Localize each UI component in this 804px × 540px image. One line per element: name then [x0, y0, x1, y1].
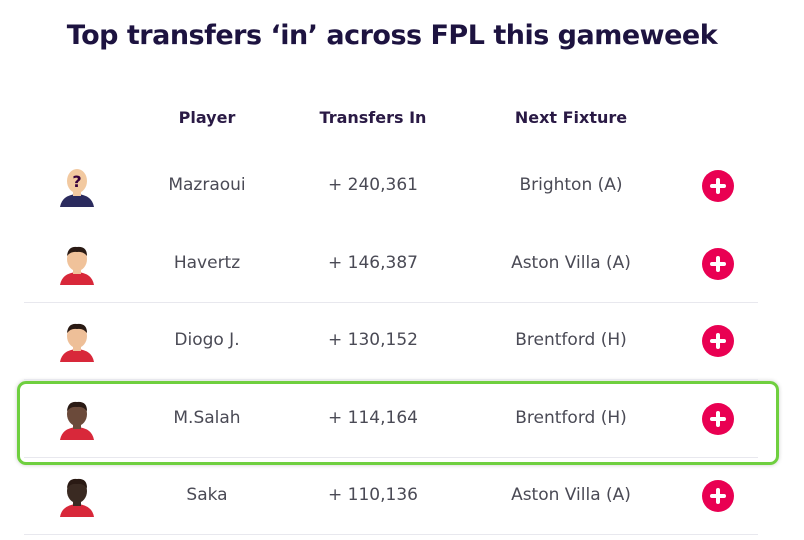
player-avatar: [60, 478, 94, 517]
player-avatar: [60, 246, 94, 285]
player-name: Diogo J.: [174, 330, 240, 350]
transfers-in: + 146,387: [328, 252, 418, 273]
table-row: ? Mazraoui + 240,361 Brighton (A): [24, 147, 758, 225]
row-separator: [24, 301, 758, 303]
add-player-button[interactable]: [702, 247, 734, 280]
column-header: Next Fixture: [514, 108, 628, 127]
player-avatar: [60, 401, 94, 440]
table-row: M.Salah + 114,164 Brentford (H): [24, 380, 758, 458]
add-player-button[interactable]: [702, 325, 734, 357]
table-row: Saka + 110,136 Aston Villa (A): [24, 457, 758, 535]
row-separator: [24, 379, 758, 380]
row-separator: [24, 456, 758, 458]
player-avatar: [60, 323, 94, 362]
svg-text:?: ?: [72, 172, 81, 191]
transfers-in: + 240,361: [328, 175, 418, 195]
column-header: Player: [178, 108, 236, 127]
transfers-in: + 114,164: [328, 407, 418, 428]
add-player-button[interactable]: [702, 402, 734, 435]
next-fixture: Brentford (H): [515, 330, 627, 350]
highlight-box: [17, 381, 779, 465]
transfers-in: + 110,136: [328, 485, 418, 505]
next-fixture: Aston Villa (A): [511, 485, 631, 505]
table-row: Diogo J. + 130,152 Brentford (H): [24, 302, 758, 380]
transfers-in: + 130,152: [328, 330, 418, 350]
next-fixture: Aston Villa (A): [511, 252, 631, 273]
player-avatar: ?: [60, 169, 94, 207]
player-name: Saka: [186, 485, 228, 505]
next-fixture: Brighton (A): [519, 175, 623, 195]
title: Top transfers ‘in’ across FPL this gamew…: [66, 20, 718, 51]
player-name: M.Salah: [173, 407, 241, 428]
next-fixture: Brentford (H): [515, 407, 627, 428]
player-name: Havertz: [173, 252, 241, 273]
add-player-button[interactable]: [702, 480, 734, 512]
add-player-button[interactable]: [702, 170, 734, 202]
column-header: Transfers In: [319, 108, 427, 127]
row-separator: [24, 534, 758, 535]
table-row: Havertz + 146,387 Aston Villa (A): [24, 225, 758, 303]
player-name: Mazraoui: [168, 175, 246, 195]
